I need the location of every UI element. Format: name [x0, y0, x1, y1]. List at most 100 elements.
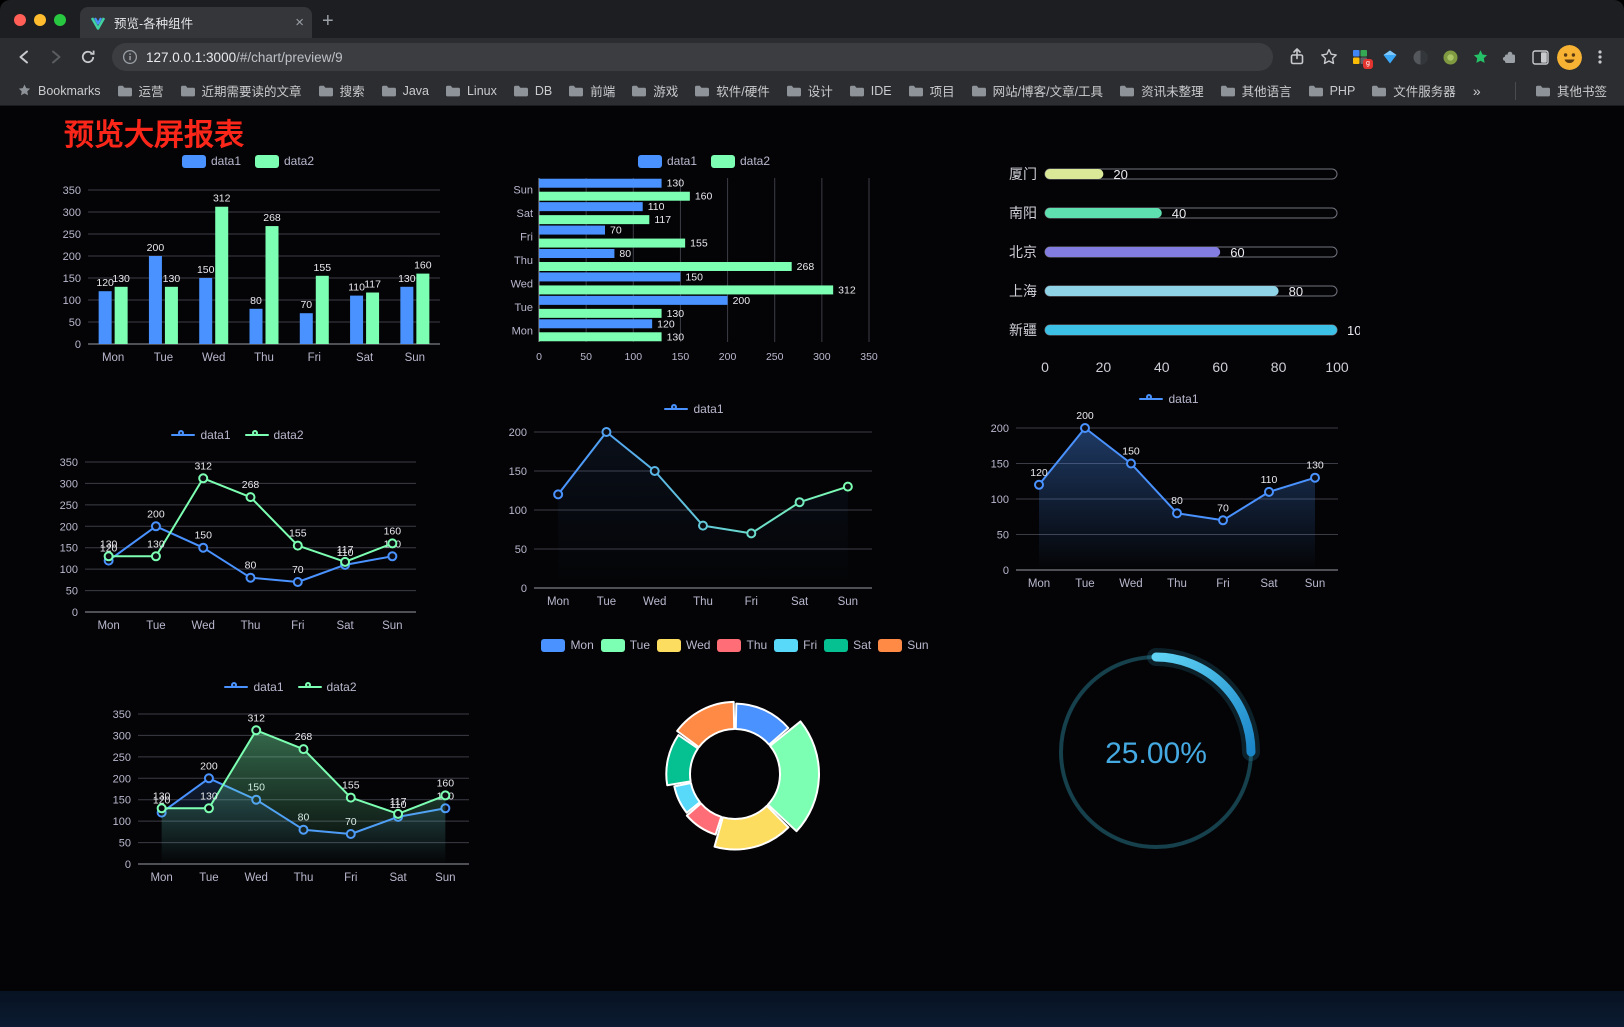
legend-marker — [824, 638, 849, 652]
legend-item[interactable]: data2 — [297, 680, 357, 694]
donut-chart-canvas[interactable] — [525, 656, 945, 970]
legend-item[interactable]: data2 — [244, 428, 304, 442]
share-button[interactable] — [1283, 43, 1311, 71]
bookmark-item[interactable]: 游戏 — [624, 78, 685, 103]
bookmark-item[interactable]: 项目 — [901, 78, 962, 103]
area-line-canvas[interactable]: 0 50 100 150 200 Mon Tue Wed Thu Fri Sat Sun 120 200 1… — [980, 410, 1358, 596]
extension-icon-split-view[interactable] — [1527, 44, 1553, 70]
svg-text:20: 20 — [1096, 359, 1112, 375]
bookmarks-manager[interactable]: Bookmarks — [10, 80, 108, 101]
legend-label: data2 — [740, 154, 771, 168]
bookmark-item[interactable]: IDE — [842, 81, 899, 101]
bookmark-item[interactable]: 软件/硬件 — [687, 78, 776, 103]
svg-text:130: 130 — [200, 790, 218, 802]
zoom-window-button[interactable] — [54, 14, 66, 26]
legend-item[interactable]: Wed — [657, 638, 710, 652]
legend-item[interactable]: data1 — [1139, 392, 1199, 406]
legend-item[interactable]: data1 — [181, 154, 241, 168]
legend-item[interactable]: data1 — [171, 428, 231, 442]
extensions-puzzle-button[interactable] — [1497, 44, 1523, 70]
extension-icon-gem[interactable] — [1377, 44, 1403, 70]
svg-text:130: 130 — [667, 331, 685, 343]
svg-text:Wed: Wed — [1119, 578, 1142, 590]
svg-text:0: 0 — [536, 351, 542, 363]
legend-label: data1 — [210, 154, 241, 168]
gem-icon — [1383, 50, 1397, 64]
other-bookmarks[interactable]: 其他书签 — [1528, 78, 1614, 103]
gradient-line-canvas[interactable]: 0 50 100 150 200 Mon Tue Wed Thu Fri Sat Sun — [498, 420, 890, 616]
svg-text:Sun: Sun — [513, 185, 533, 197]
tab-close-icon[interactable]: × — [295, 14, 304, 31]
bookmark-item[interactable]: 前端 — [561, 78, 622, 103]
legend-item[interactable]: data1 — [664, 402, 724, 416]
back-button[interactable] — [10, 43, 38, 71]
legend-marker — [600, 638, 625, 652]
bar-chart-canvas[interactable]: 0 50 100 150 200 250 300 350 Mon Tue Wed Thu Fri Sat S… — [48, 172, 448, 370]
bookmark-item[interactable]: Java — [374, 81, 436, 101]
bookmark-item[interactable]: 资讯未整理 — [1112, 78, 1211, 103]
legend-item[interactable]: Fri — [774, 638, 817, 652]
capsule-chart-canvas[interactable]: 厦门 20 南阳 40 北京 60 上海 80 新疆 100 0 20 40 60 80 100 — [985, 156, 1369, 388]
extension-icon-green-star[interactable] — [1467, 44, 1493, 70]
svg-text:130: 130 — [112, 273, 130, 285]
bookmark-item[interactable]: 网站/博客/文章/工具 — [964, 78, 1110, 103]
svg-text:Wed: Wed — [244, 872, 267, 884]
site-info-icon[interactable] — [122, 49, 138, 65]
bookmarks-overflow-chevron[interactable]: » — [1472, 82, 1481, 99]
svg-text:Tue: Tue — [597, 596, 616, 608]
legend-label: data1 — [200, 428, 231, 442]
bookmark-item[interactable]: 文件服务器 — [1364, 78, 1463, 103]
browser-menu-button[interactable] — [1586, 43, 1614, 71]
legend-item[interactable]: Sun — [878, 638, 929, 652]
extension-icon-green-circle[interactable] — [1437, 44, 1463, 70]
extension-icon-translate[interactable]: g — [1347, 44, 1373, 70]
legend-item[interactable]: Mon — [541, 638, 594, 652]
bookmark-item[interactable]: 运营 — [110, 78, 171, 103]
share-icon — [1290, 48, 1304, 65]
bookmark-item[interactable]: 近期需要读的文章 — [173, 78, 309, 103]
capsule-progress-chart: 厦门 20 南阳 40 北京 60 上海 80 新疆 100 0 20 40 60 80 100 — [985, 156, 1369, 388]
svg-text:0: 0 — [1041, 359, 1049, 375]
bookmark-item[interactable]: PHP — [1301, 81, 1363, 101]
forward-button[interactable] — [42, 43, 70, 71]
bookmark-item[interactable]: DB — [506, 81, 559, 101]
svg-text:Tue: Tue — [146, 620, 165, 632]
legend-item[interactable]: data1 — [637, 154, 697, 168]
bookmark-item[interactable]: 其他语言 — [1213, 78, 1299, 103]
bookmark-item[interactable]: 设计 — [779, 78, 840, 103]
svg-text:80: 80 — [1171, 495, 1183, 507]
svg-text:Mon: Mon — [512, 325, 533, 337]
multi-area-line-canvas[interactable]: 0 50 100 150 200 250 300 350 Mon Tue Wed Thu Fri Sat S… — [98, 698, 483, 890]
legend-item[interactable]: Tue — [600, 638, 650, 652]
horizontal-bar-canvas[interactable]: 0 50 100 150 200 250 300 350Mon120130Tue200130W… — [503, 172, 905, 370]
folder-icon — [445, 85, 460, 96]
svg-text:Mon: Mon — [97, 620, 119, 632]
dark-mode-icon — [1413, 50, 1427, 64]
svg-text:150: 150 — [509, 466, 527, 478]
bookmark-item[interactable]: 搜索 — [311, 78, 372, 103]
legend-item[interactable]: Thu — [717, 638, 767, 652]
svg-text:Sun: Sun — [382, 620, 402, 632]
address-bar[interactable]: 127.0.0.1:3000/#/chart/preview/9 — [112, 43, 1273, 71]
legend-item[interactable]: data2 — [255, 154, 314, 168]
bookmarks-divider — [1514, 81, 1516, 100]
profile-avatar[interactable] — [1557, 44, 1582, 70]
legend-item[interactable]: Sat — [824, 638, 871, 652]
bookmark-star-button[interactable] — [1315, 43, 1343, 71]
legend-item[interactable]: data2 — [711, 154, 770, 168]
minimize-window-button[interactable] — [34, 14, 46, 26]
new-tab-button[interactable]: + — [322, 10, 334, 32]
reload-button[interactable] — [74, 43, 102, 71]
extension-icon-dark-mode[interactable] — [1407, 44, 1433, 70]
legend-marker — [224, 682, 249, 688]
svg-text:Wed: Wed — [191, 620, 214, 632]
progress-ring-canvas[interactable]: 25.00% — [1046, 639, 1266, 865]
browser-tab[interactable]: 预览-各种组件 × — [80, 7, 312, 38]
legend-item[interactable]: data1 — [224, 680, 284, 694]
close-window-button[interactable] — [14, 14, 26, 26]
line-chart-canvas[interactable]: 0 50 100 150 200 250 300 350 Mon Tue Wed Thu Fri Sat S… — [45, 446, 430, 638]
bookmark-item[interactable]: Linux — [438, 81, 504, 101]
browser-toolbar: 127.0.0.1:3000/#/chart/preview/9 g — [0, 38, 1624, 76]
svg-text:130: 130 — [667, 308, 685, 320]
folder-icon — [908, 85, 923, 96]
